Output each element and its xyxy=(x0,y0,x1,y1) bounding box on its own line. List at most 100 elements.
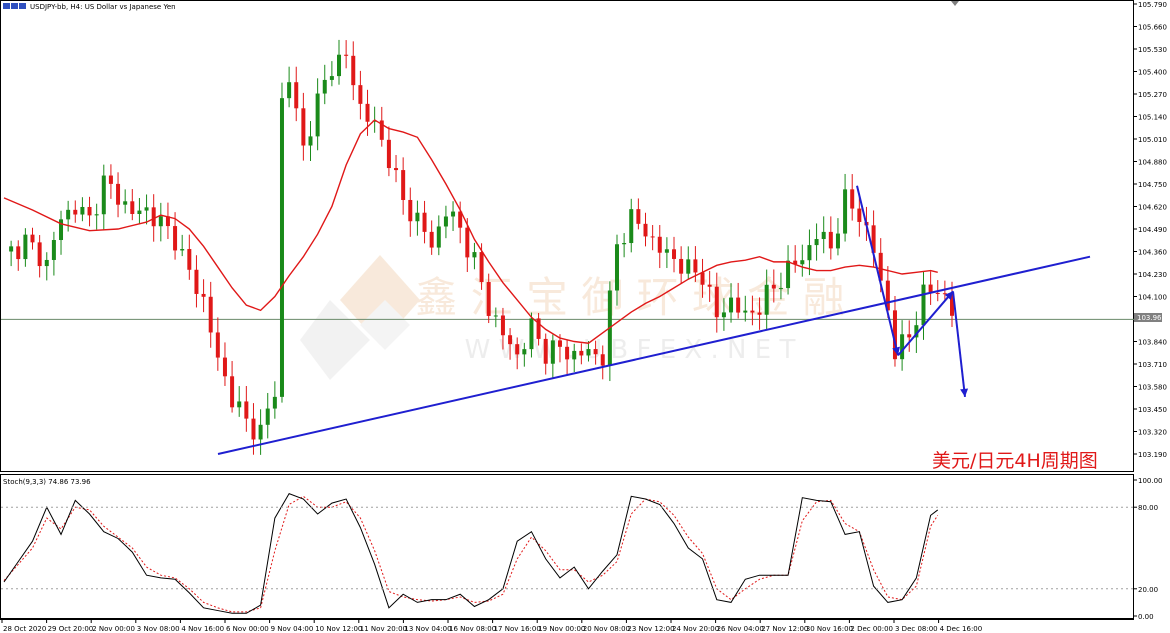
candle-body xyxy=(857,208,862,222)
candle xyxy=(401,157,406,215)
candle-body xyxy=(101,175,106,215)
candle xyxy=(778,272,783,300)
candle-body xyxy=(201,293,206,297)
candle xyxy=(500,307,505,350)
time-tick-label: 4 Dec 16:00 xyxy=(940,625,983,633)
candle xyxy=(165,202,170,239)
candle-body xyxy=(301,108,306,146)
stochastic-oscillator xyxy=(3,492,939,614)
stoch-panel-frame xyxy=(0,474,1134,619)
time-tick-label: 26 Nov 04:00 xyxy=(717,625,764,633)
candle xyxy=(101,164,106,230)
candle-body xyxy=(73,209,78,215)
price-tick-label: 104.360 xyxy=(1138,249,1167,257)
time-tick-label: 24 Nov 20:00 xyxy=(672,625,719,633)
candle-body xyxy=(287,82,292,99)
candle-body xyxy=(536,318,541,339)
candle xyxy=(144,194,149,225)
candle xyxy=(650,225,655,251)
candle-body xyxy=(565,346,570,360)
candle xyxy=(743,295,748,322)
candle xyxy=(237,386,242,417)
candle xyxy=(914,311,919,353)
candle-body xyxy=(500,315,505,336)
candle xyxy=(679,246,684,284)
candle-body xyxy=(429,231,434,248)
price-tick-label: 103.320 xyxy=(1138,429,1167,437)
candle-body xyxy=(337,54,342,77)
candle-body xyxy=(914,325,919,338)
support-line xyxy=(217,255,1091,455)
candle xyxy=(793,245,798,273)
candle-body xyxy=(165,216,170,227)
candle-body xyxy=(707,284,712,287)
candle-body xyxy=(258,424,263,440)
candle-body xyxy=(9,246,14,252)
candle xyxy=(215,317,220,371)
candle-body xyxy=(465,227,470,258)
candle-body xyxy=(151,207,156,227)
candle-body xyxy=(130,201,135,214)
candle-body xyxy=(950,294,954,316)
price-tick-label: 103.580 xyxy=(1138,384,1167,392)
moving-average-line xyxy=(3,119,938,344)
arrow-down-2-head xyxy=(960,388,969,397)
candle xyxy=(451,201,456,232)
candle xyxy=(415,200,420,236)
candle xyxy=(486,273,491,324)
candle-body xyxy=(144,207,149,211)
candle xyxy=(821,216,826,254)
candle xyxy=(800,244,805,277)
candle-body xyxy=(572,350,577,360)
time-tick-label: 10 Nov 12:00 xyxy=(315,625,362,633)
candle xyxy=(857,193,862,237)
candle xyxy=(422,200,427,244)
time-tick-label: 11 Nov 20:00 xyxy=(360,625,407,633)
candle-body xyxy=(522,349,527,355)
candle-body xyxy=(885,280,890,311)
candle xyxy=(201,279,206,313)
candle xyxy=(16,240,21,271)
candle-body xyxy=(750,310,755,313)
candle-body xyxy=(942,293,947,295)
candle xyxy=(600,345,605,380)
candle xyxy=(344,40,349,69)
price-tick-label: 105.010 xyxy=(1138,136,1167,144)
time-tick-label: 2 Nov 00:00 xyxy=(92,625,135,633)
time-tick-label: 20 Nov 08:00 xyxy=(583,625,630,633)
shift-marker-icon[interactable] xyxy=(951,1,959,6)
candle-body xyxy=(686,259,691,274)
candle-body xyxy=(322,79,327,94)
candle xyxy=(272,381,277,419)
time-axis: 28 Oct 2020 29 Oct 20:002 Nov 00:00 3 Nov … xyxy=(1,619,983,633)
main-header: USDJPY-bb, H4: US Dollar vs Japanese Yen xyxy=(3,3,176,11)
candle xyxy=(158,202,163,242)
price-tick-label: 103.450 xyxy=(1138,406,1167,414)
candle-body xyxy=(622,243,627,245)
candle xyxy=(208,281,213,348)
price-tick-label: 104.750 xyxy=(1138,181,1167,189)
time-tick-label: 4 Nov 16:00 xyxy=(181,625,224,633)
candle xyxy=(814,223,819,261)
candle xyxy=(322,64,327,105)
candle-body xyxy=(365,103,370,122)
candle xyxy=(9,240,14,267)
candle xyxy=(73,200,78,223)
candle xyxy=(37,235,42,278)
candle xyxy=(786,245,791,295)
candle xyxy=(123,189,128,214)
price-tick-label: 104.230 xyxy=(1138,271,1167,279)
time-tick-label: 3 Dec 08:00 xyxy=(895,625,938,633)
candle xyxy=(828,216,833,260)
candle-body xyxy=(479,252,484,283)
candle xyxy=(907,320,912,352)
candle xyxy=(629,198,634,253)
price-tick-label: 105.400 xyxy=(1138,69,1167,77)
candle-body xyxy=(771,284,776,289)
main-panel-frame xyxy=(0,0,1134,472)
candle xyxy=(130,189,135,221)
time-tick-label: 29 Oct 20:00 xyxy=(48,625,94,633)
candle-body xyxy=(180,249,185,251)
candle-body xyxy=(835,233,840,249)
candle xyxy=(351,41,356,101)
